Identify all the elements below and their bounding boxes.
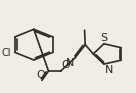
Text: N: N (66, 58, 74, 68)
Text: N: N (105, 65, 113, 75)
Text: O: O (37, 69, 46, 80)
Text: O: O (61, 60, 70, 70)
Text: Cl: Cl (2, 48, 11, 58)
Text: S: S (100, 33, 107, 43)
